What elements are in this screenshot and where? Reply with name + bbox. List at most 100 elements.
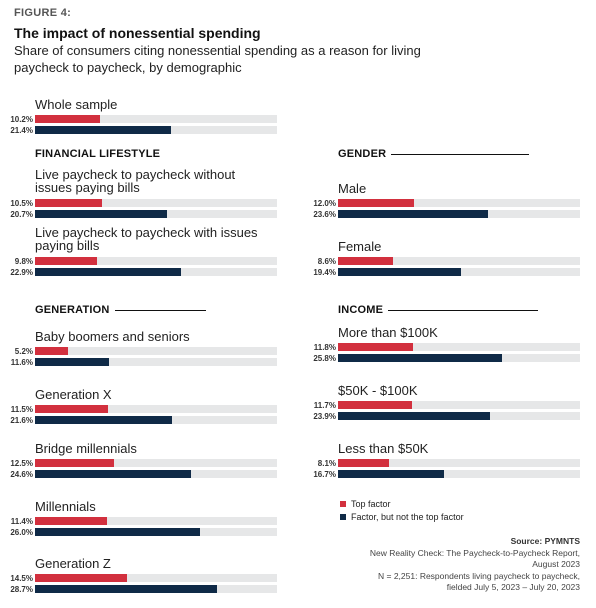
section-rule bbox=[114, 309, 206, 311]
bar-top-factor bbox=[338, 343, 413, 351]
data-label: 11.6% bbox=[10, 358, 33, 367]
bar-top-factor bbox=[35, 517, 108, 525]
bar-track bbox=[35, 257, 277, 265]
bar-track bbox=[35, 126, 277, 134]
bar-top-factor bbox=[338, 257, 393, 265]
bar-top-factor bbox=[35, 459, 115, 467]
bar-track bbox=[338, 199, 580, 207]
legend-label: Top factor bbox=[351, 499, 391, 509]
bar-track bbox=[35, 517, 277, 525]
category-label: Female bbox=[338, 239, 382, 254]
section-heading-text: GENDER bbox=[338, 148, 387, 160]
bar-track bbox=[35, 405, 277, 413]
bar-top-factor bbox=[35, 574, 128, 582]
section-heading: FINANCIAL LIFESTYLE bbox=[35, 148, 165, 160]
source-line: New Reality Check: The Paycheck-to-Paych… bbox=[369, 547, 580, 558]
data-label: 9.8% bbox=[14, 257, 33, 266]
bar-factor-not-top bbox=[35, 585, 218, 593]
bar-track bbox=[35, 459, 277, 467]
bar-factor-not-top bbox=[35, 470, 192, 478]
category-label: Millennials bbox=[35, 499, 96, 514]
category-label: Baby boomers and seniors bbox=[35, 329, 190, 344]
bar-track bbox=[35, 470, 277, 478]
section-heading: GENERATION bbox=[35, 304, 206, 316]
bar-track bbox=[338, 268, 580, 276]
data-label: 11.7% bbox=[313, 401, 336, 410]
category-label: Generation X bbox=[35, 387, 112, 402]
section-rule bbox=[388, 309, 538, 311]
data-label: 8.1% bbox=[317, 459, 336, 468]
data-label: 10.5% bbox=[10, 199, 33, 208]
bar-top-factor bbox=[35, 115, 100, 123]
category-label: More than $100K bbox=[338, 325, 438, 340]
data-label: 24.6% bbox=[10, 470, 33, 479]
bar-track bbox=[338, 459, 580, 467]
bar-top-factor bbox=[35, 199, 102, 207]
bar-track bbox=[35, 358, 277, 366]
bar-track bbox=[338, 343, 580, 351]
bar-top-factor bbox=[338, 459, 390, 467]
data-label: 11.8% bbox=[313, 343, 336, 352]
data-label: 21.6% bbox=[10, 416, 33, 425]
chart-subtitle: Share of consumers citing nonessential s… bbox=[14, 43, 421, 75]
data-label: 22.9% bbox=[10, 268, 33, 277]
bar-factor-not-top bbox=[35, 528, 201, 536]
bar-factor-not-top bbox=[35, 210, 167, 218]
bar-track bbox=[35, 115, 277, 123]
category-label: Male bbox=[338, 181, 367, 196]
section-rule bbox=[391, 153, 529, 155]
bar-track bbox=[35, 416, 277, 424]
data-label: 25.8% bbox=[313, 354, 336, 363]
data-label: 28.7% bbox=[10, 585, 33, 594]
bar-track bbox=[338, 412, 580, 420]
bar-factor-not-top bbox=[338, 412, 490, 420]
category-label: Bridge millennials bbox=[35, 441, 137, 456]
bar-track bbox=[35, 268, 277, 276]
section-heading-text: GENERATION bbox=[35, 304, 110, 316]
bar-factor-not-top bbox=[338, 470, 445, 478]
bar-track bbox=[338, 210, 580, 218]
bar-top-factor bbox=[35, 257, 98, 265]
legend-swatch-top-factor bbox=[340, 501, 346, 507]
legend-label: Factor, but not the top factor bbox=[351, 512, 464, 522]
legend-item-top-factor: Top factor bbox=[340, 499, 391, 509]
data-label: 14.5% bbox=[10, 574, 33, 583]
bar-factor-not-top bbox=[35, 126, 172, 134]
section-heading: INCOME bbox=[338, 304, 538, 316]
data-label: 26.0% bbox=[10, 528, 33, 537]
legend-swatch-factor-not-top bbox=[340, 514, 346, 520]
bar-factor-not-top bbox=[338, 268, 462, 276]
bar-factor-not-top bbox=[35, 358, 109, 366]
section-heading-text: INCOME bbox=[338, 304, 384, 316]
category-label: $50K - $100K bbox=[338, 383, 418, 398]
category-label: Live paycheck to paycheck with issues pa… bbox=[35, 225, 258, 253]
data-label: 23.9% bbox=[313, 412, 336, 421]
bar-track bbox=[338, 401, 580, 409]
category-label: Whole sample bbox=[35, 97, 118, 112]
data-label: 23.6% bbox=[313, 210, 336, 219]
bar-track bbox=[338, 470, 580, 478]
data-label: 16.7% bbox=[313, 470, 336, 479]
bar-factor-not-top bbox=[338, 210, 488, 218]
figure-label: FIGURE 4: bbox=[14, 7, 72, 19]
bar-factor-not-top bbox=[35, 416, 173, 424]
data-label: 21.4% bbox=[10, 126, 33, 135]
bar-top-factor bbox=[35, 405, 109, 413]
category-label: Live paycheck to paycheck without issues… bbox=[35, 167, 236, 195]
bar-factor-not-top bbox=[35, 268, 181, 276]
data-label: 5.2% bbox=[14, 347, 33, 356]
bar-track bbox=[35, 528, 277, 536]
section-heading: GENDER bbox=[338, 148, 529, 160]
section-heading-text: FINANCIAL LIFESTYLE bbox=[35, 148, 161, 160]
data-label: 20.7% bbox=[10, 210, 33, 219]
data-label: 10.2% bbox=[10, 115, 33, 124]
legend-item-factor-not-top: Factor, but not the top factor bbox=[340, 512, 464, 522]
source-label: Source: PYMNTS bbox=[510, 536, 580, 546]
bar-track bbox=[35, 574, 277, 582]
data-label: 8.6% bbox=[317, 257, 336, 266]
data-label: 11.4% bbox=[10, 517, 33, 526]
bar-track bbox=[35, 585, 277, 593]
category-label: Less than $50K bbox=[338, 441, 429, 456]
source-line: N = 2,251: Respondents living paycheck t… bbox=[378, 570, 580, 581]
bar-top-factor bbox=[338, 401, 413, 409]
